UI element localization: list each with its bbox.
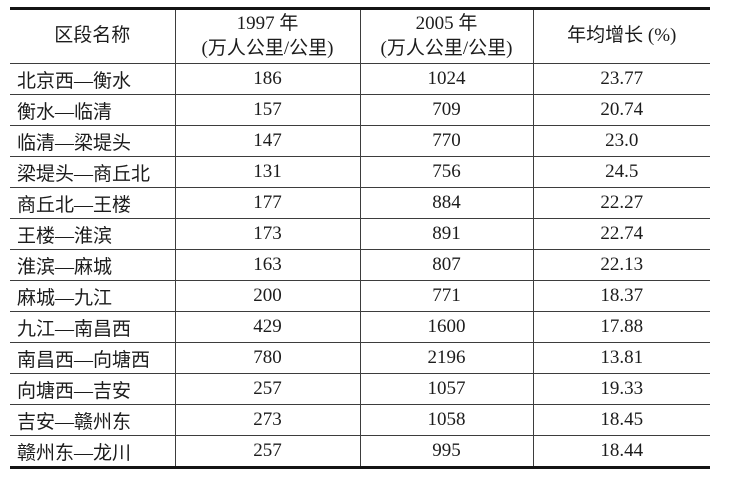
header-unit: (万人公里/公里) xyxy=(201,37,334,59)
data-table: 区段名称 1997 年 (万人公里/公里) 2005 年 (万人公里/公里) 年… xyxy=(10,7,710,469)
growth-cell: 22.74 xyxy=(533,218,710,250)
value-1997-cell: 257 xyxy=(175,435,361,468)
section-name-cell: 南昌西—向塘西 xyxy=(10,342,176,374)
section-name-cell: 淮滨—麻城 xyxy=(10,249,176,281)
growth-cell: 22.27 xyxy=(533,187,710,219)
table-row: 麻城—九江 200 771 18.37 xyxy=(10,280,710,312)
value-2005-cell: 807 xyxy=(360,249,534,281)
table-row: 向塘西—吉安 257 1057 19.33 xyxy=(10,373,710,405)
table-row: 商丘北—王楼 177 884 22.27 xyxy=(10,187,710,219)
table-row: 吉安—赣州东 273 1058 18.45 xyxy=(10,404,710,436)
table-row: 衡水—临清 157 709 20.74 xyxy=(10,94,710,126)
table-container: 区段名称 1997 年 (万人公里/公里) 2005 年 (万人公里/公里) 年… xyxy=(10,7,710,469)
header-label: 2005 年 xyxy=(415,13,478,35)
value-2005-cell: 1024 xyxy=(360,63,534,95)
growth-cell: 24.5 xyxy=(533,156,710,188)
section-name-cell: 麻城—九江 xyxy=(10,280,176,312)
value-1997-cell: 200 xyxy=(175,280,361,312)
value-2005-cell: 770 xyxy=(360,125,534,157)
value-2005-cell: 1600 xyxy=(360,311,534,343)
value-1997-cell: 257 xyxy=(175,373,361,405)
section-name-cell: 吉安—赣州东 xyxy=(10,404,176,436)
value-1997-cell: 131 xyxy=(175,156,361,188)
section-name-cell: 商丘北—王楼 xyxy=(10,187,176,219)
value-1997-cell: 173 xyxy=(175,218,361,250)
section-name-cell: 王楼—淮滨 xyxy=(10,218,176,250)
section-name-cell: 向塘西—吉安 xyxy=(10,373,176,405)
value-1997-cell: 163 xyxy=(175,249,361,281)
section-name-cell: 北京西—衡水 xyxy=(10,63,176,95)
value-2005-cell: 756 xyxy=(360,156,534,188)
section-name-cell: 九江—南昌西 xyxy=(10,311,176,343)
header-label: 年均增长 (%) xyxy=(567,25,677,47)
column-header-1997: 1997 年 (万人公里/公里) xyxy=(175,8,361,64)
value-2005-cell: 709 xyxy=(360,94,534,126)
header-unit: (万人公里/公里) xyxy=(380,37,513,59)
table-row: 南昌西—向塘西 780 2196 13.81 xyxy=(10,342,710,374)
section-name-cell: 临清—梁堤头 xyxy=(10,125,176,157)
column-header-2005: 2005 年 (万人公里/公里) xyxy=(360,8,534,64)
value-1997-cell: 147 xyxy=(175,125,361,157)
growth-cell: 23.0 xyxy=(533,125,710,157)
value-2005-cell: 1058 xyxy=(360,404,534,436)
growth-cell: 13.81 xyxy=(533,342,710,374)
growth-cell: 18.44 xyxy=(533,435,710,468)
value-2005-cell: 891 xyxy=(360,218,534,250)
value-2005-cell: 2196 xyxy=(360,342,534,374)
growth-cell: 18.45 xyxy=(533,404,710,436)
growth-cell: 22.13 xyxy=(533,249,710,281)
growth-cell: 18.37 xyxy=(533,280,710,312)
value-1997-cell: 429 xyxy=(175,311,361,343)
value-1997-cell: 177 xyxy=(175,187,361,219)
growth-cell: 23.77 xyxy=(533,63,710,95)
section-name-cell: 衡水—临清 xyxy=(10,94,176,126)
value-2005-cell: 771 xyxy=(360,280,534,312)
column-header-section-name: 区段名称 xyxy=(10,8,176,64)
value-2005-cell: 884 xyxy=(360,187,534,219)
section-name-cell: 梁堤头—商丘北 xyxy=(10,156,176,188)
growth-cell: 17.88 xyxy=(533,311,710,343)
value-1997-cell: 273 xyxy=(175,404,361,436)
table-row: 梁堤头—商丘北 131 756 24.5 xyxy=(10,156,710,188)
value-2005-cell: 995 xyxy=(360,435,534,468)
section-name-cell: 赣州东—龙川 xyxy=(10,435,176,468)
table-row: 临清—梁堤头 147 770 23.0 xyxy=(10,125,710,157)
table-row: 九江—南昌西 429 1600 17.88 xyxy=(10,311,710,343)
value-1997-cell: 186 xyxy=(175,63,361,95)
growth-cell: 19.33 xyxy=(533,373,710,405)
table-row: 王楼—淮滨 173 891 22.74 xyxy=(10,218,710,250)
header-label: 1997 年 xyxy=(236,13,299,35)
value-1997-cell: 157 xyxy=(175,94,361,126)
value-1997-cell: 780 xyxy=(175,342,361,374)
header-row: 区段名称 1997 年 (万人公里/公里) 2005 年 (万人公里/公里) 年… xyxy=(10,8,710,64)
table-row: 淮滨—麻城 163 807 22.13 xyxy=(10,249,710,281)
table-row: 赣州东—龙川 257 995 18.44 xyxy=(10,435,710,468)
column-header-annual-growth: 年均增长 (%) xyxy=(533,9,710,64)
value-2005-cell: 1057 xyxy=(360,373,534,405)
header-label: 区段名称 xyxy=(54,25,131,47)
growth-cell: 20.74 xyxy=(533,94,710,126)
table-row: 北京西—衡水 186 1024 23.77 xyxy=(10,63,710,95)
